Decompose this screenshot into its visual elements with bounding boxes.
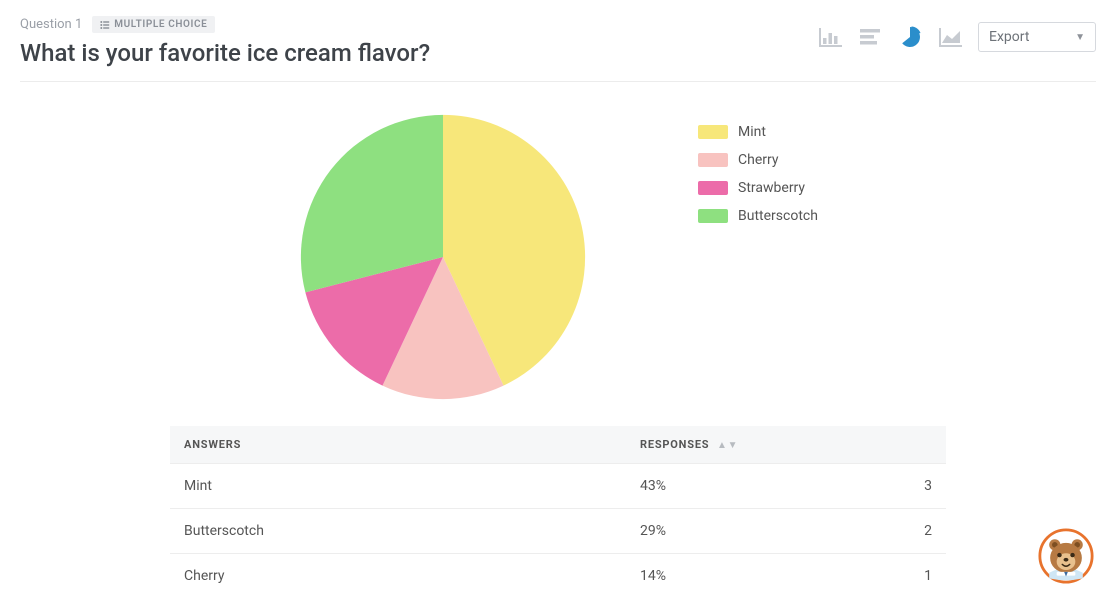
cell-count: 1 — [826, 554, 946, 598]
bar-chart-icon[interactable] — [818, 26, 844, 48]
cell-answer: Mint — [170, 464, 626, 509]
cell-answer: Cherry — [170, 554, 626, 598]
legend-item[interactable]: Cherry — [698, 146, 818, 174]
export-dropdown[interactable]: Export ▼ — [978, 22, 1096, 52]
legend-label: Mint — [738, 124, 766, 140]
legend-label: Butterscotch — [738, 208, 818, 224]
table-header-row: ANSWERS RESPONSES ▲▼ — [170, 426, 946, 464]
legend-swatch — [698, 209, 728, 223]
chart-toolbar: Export ▼ — [818, 16, 1096, 52]
pie-chart-icon[interactable] — [898, 26, 924, 48]
question-number-label: Question 1 — [20, 17, 82, 32]
pie-chart — [298, 112, 588, 402]
chart-legend: Mint Cherry Strawberry Butterscotch — [698, 112, 818, 230]
legend-item[interactable]: Strawberry — [698, 174, 818, 202]
legend-swatch — [698, 125, 728, 139]
cell-count: 2 — [826, 509, 946, 554]
table-row: Butterscotch29%2 — [170, 509, 946, 554]
list-icon — [100, 20, 110, 30]
legend-swatch — [698, 181, 728, 195]
header-divider — [20, 81, 1096, 82]
results-table: ANSWERS RESPONSES ▲▼ Mint43%3Butterscotc… — [170, 426, 946, 598]
col-header-responses-label: RESPONSES — [640, 438, 709, 451]
legend-label: Strawberry — [738, 180, 805, 196]
cell-percent: 14% — [626, 554, 826, 598]
legend-item[interactable]: Mint — [698, 118, 818, 146]
cell-count: 3 — [826, 464, 946, 509]
chevron-down-icon: ▼ — [1075, 32, 1085, 43]
legend-label: Cherry — [738, 152, 778, 168]
legend-item[interactable]: Butterscotch — [698, 202, 818, 230]
question-type-text: MULTIPLE CHOICE — [114, 19, 207, 30]
cell-percent: 43% — [626, 464, 826, 509]
col-header-answers-label: ANSWERS — [184, 438, 241, 451]
area-chart-icon[interactable] — [938, 26, 964, 48]
col-header-responses[interactable]: RESPONSES ▲▼ — [626, 426, 826, 464]
col-header-answers[interactable]: ANSWERS — [170, 426, 626, 464]
col-header-count — [826, 426, 946, 464]
question-type-badge: MULTIPLE CHOICE — [92, 16, 215, 33]
table-row: Mint43%3 — [170, 464, 946, 509]
mascot-badge-icon[interactable] — [1038, 528, 1094, 584]
cell-answer: Butterscotch — [170, 509, 626, 554]
table-row: Cherry14%1 — [170, 554, 946, 598]
export-label: Export — [989, 29, 1029, 45]
question-title: What is your favorite ice cream flavor? — [20, 39, 430, 67]
cell-percent: 29% — [626, 509, 826, 554]
sort-arrows-icon: ▲▼ — [717, 440, 738, 451]
horizontal-bar-chart-icon[interactable] — [858, 26, 884, 48]
legend-swatch — [698, 153, 728, 167]
